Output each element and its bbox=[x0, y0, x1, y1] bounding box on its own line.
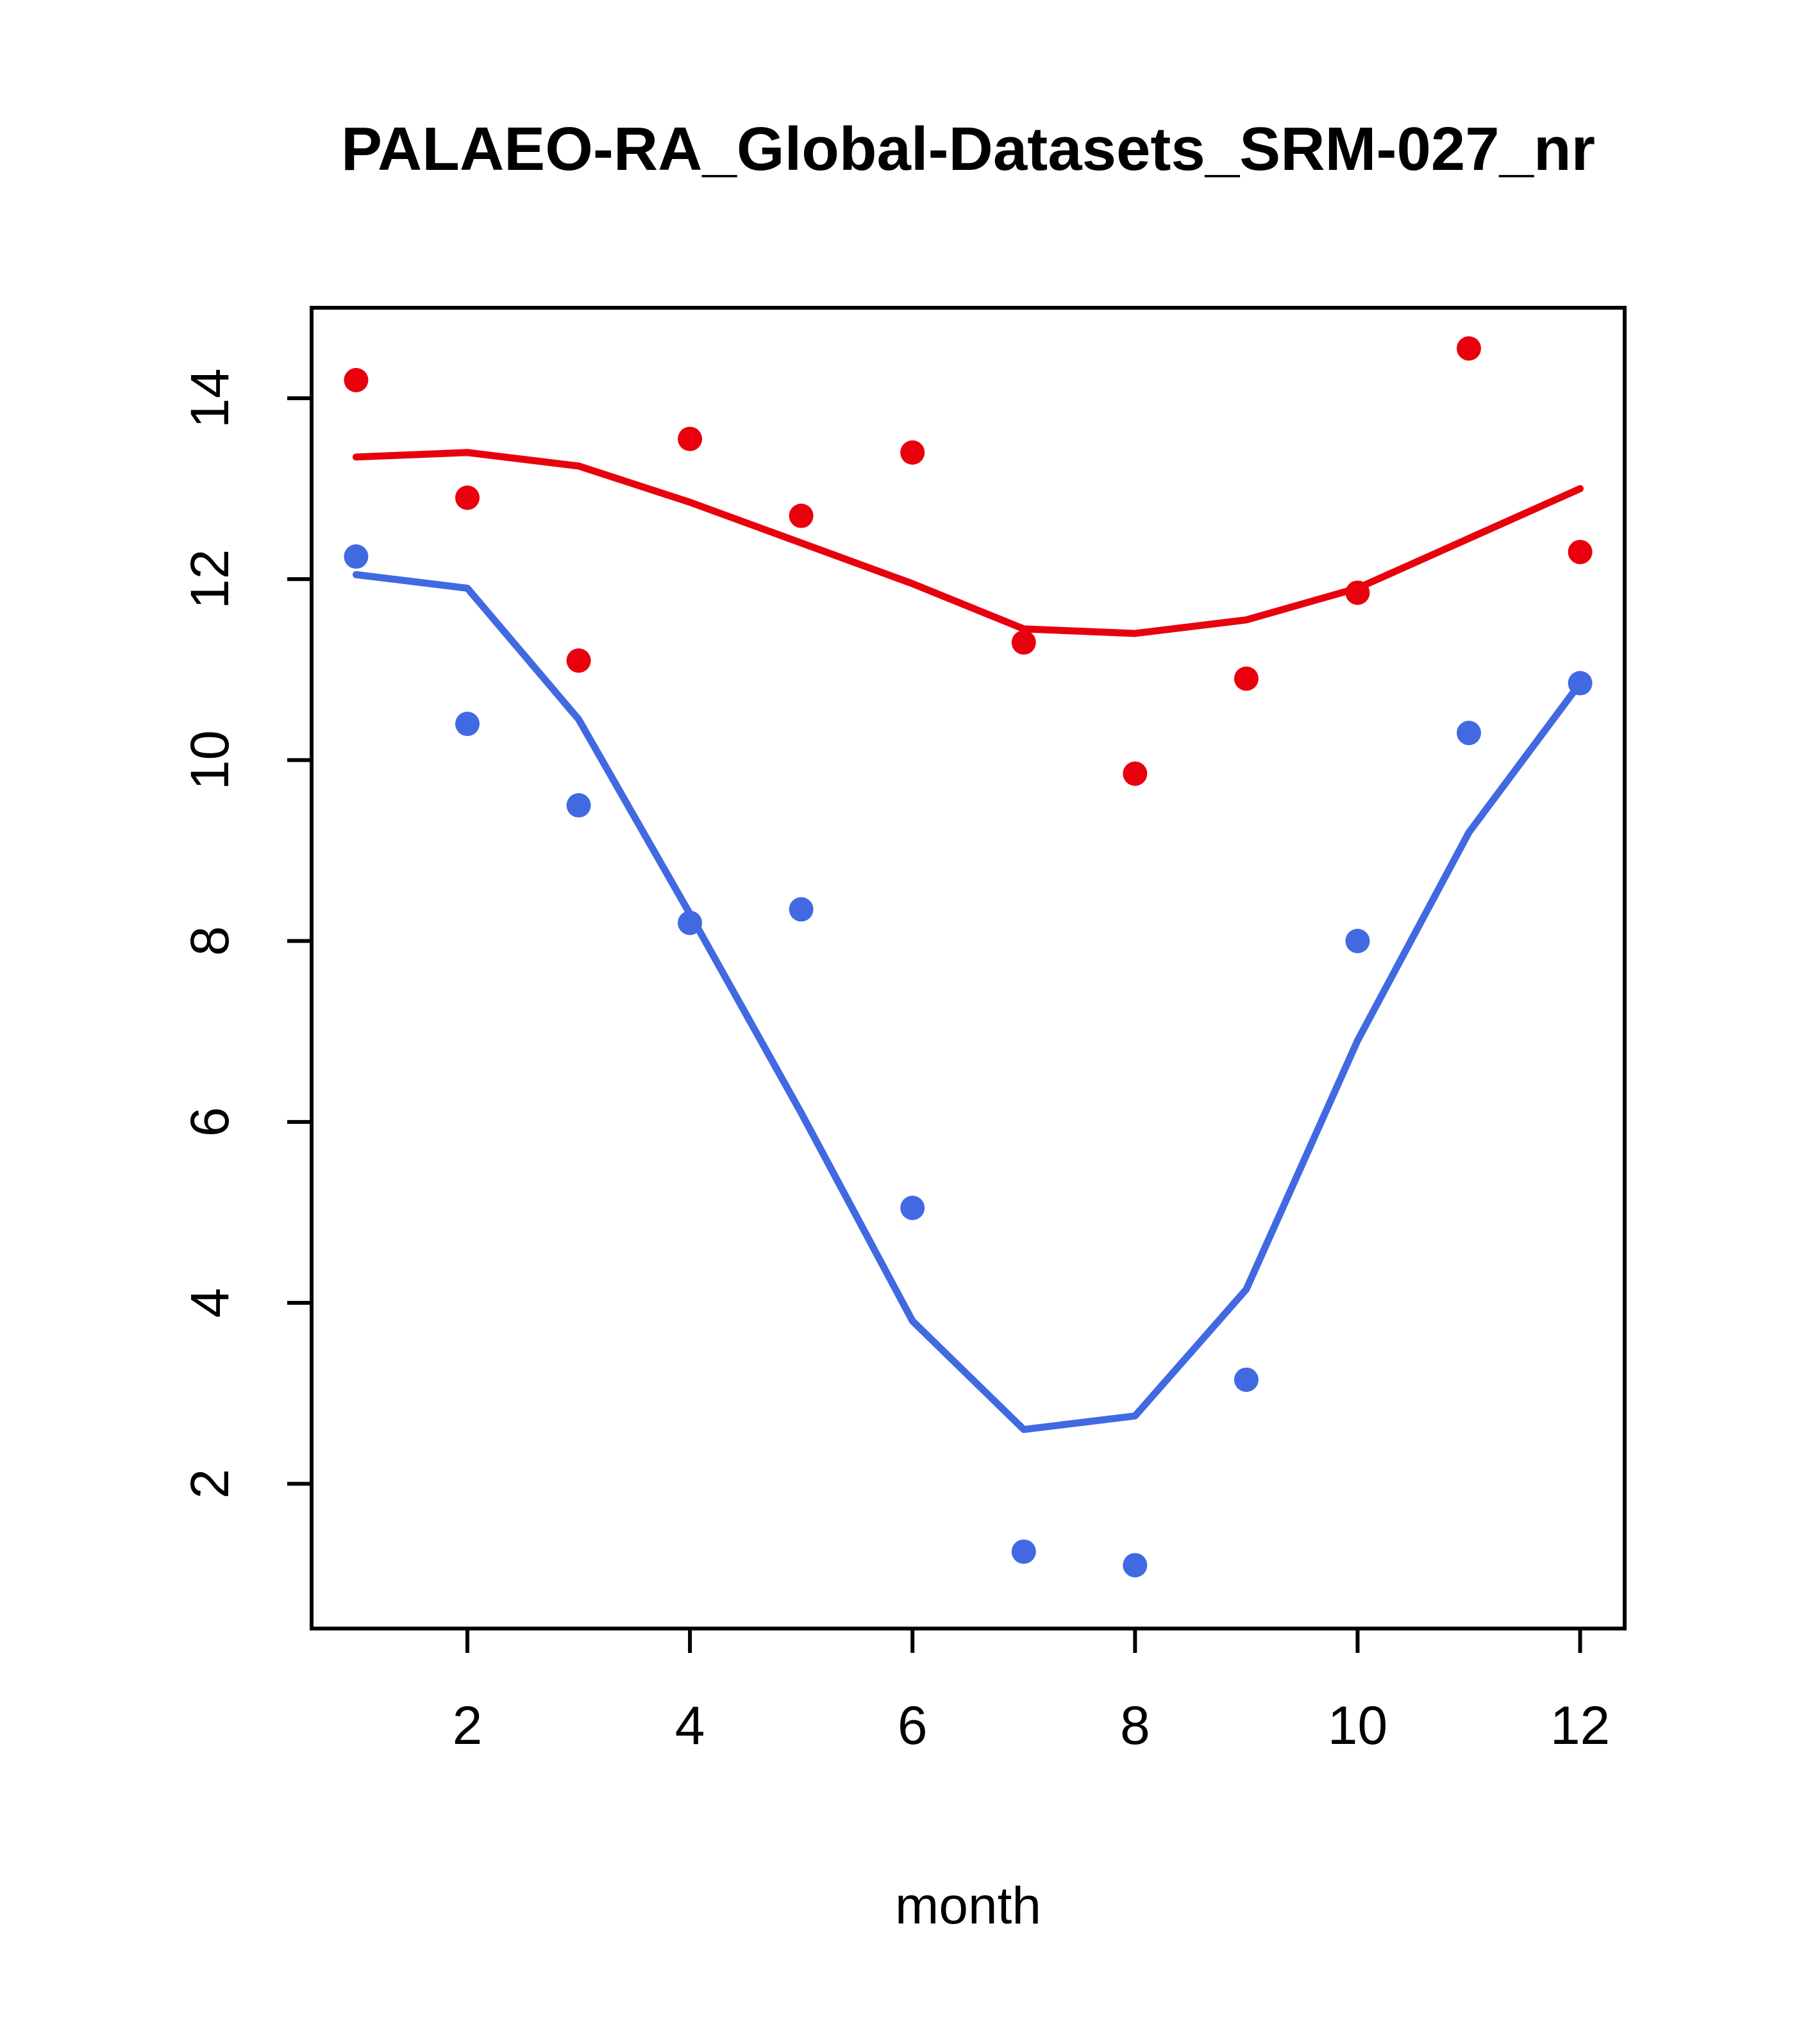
blue-observations-point bbox=[344, 544, 369, 569]
blue-smooth-line bbox=[352, 571, 1584, 1434]
red-observations-point bbox=[1011, 630, 1036, 655]
blue-observations-point bbox=[1457, 721, 1482, 746]
blue-observations-point bbox=[1345, 928, 1370, 953]
x-tick-label: 4 bbox=[675, 1695, 705, 1755]
red-observations-point bbox=[566, 648, 591, 673]
red-observations-point bbox=[1123, 761, 1148, 786]
red-observations-point bbox=[900, 440, 925, 465]
y-tick-label: 6 bbox=[180, 1107, 240, 1137]
x-tick-label: 6 bbox=[898, 1695, 928, 1755]
blue-observations-point bbox=[1123, 1553, 1148, 1578]
blue-observations-point bbox=[1011, 1539, 1036, 1564]
blue-observations-point bbox=[1568, 671, 1593, 696]
red-smooth-line bbox=[352, 449, 1584, 637]
red-observations-point bbox=[1568, 539, 1593, 564]
red-observations-point bbox=[344, 367, 369, 392]
y-tick-label: 10 bbox=[180, 730, 240, 790]
blue-observations-point bbox=[455, 712, 480, 737]
blue-observations-point bbox=[678, 910, 703, 935]
blue-observations-point bbox=[566, 793, 591, 818]
blue-observations-point bbox=[900, 1195, 925, 1220]
x-tick-label: 8 bbox=[1120, 1695, 1150, 1755]
y-tick-label: 14 bbox=[180, 368, 240, 428]
red-observations-point bbox=[678, 426, 703, 451]
x-tick-label: 10 bbox=[1328, 1695, 1387, 1755]
chart-title: PALAEO-RA_Global-Datasets_SRM-027_nr bbox=[340, 115, 1596, 183]
y-tick-label: 8 bbox=[180, 926, 240, 956]
red-observations-point bbox=[789, 503, 814, 528]
x-axis-label: month bbox=[895, 1877, 1041, 1935]
x-tick-label: 2 bbox=[453, 1695, 483, 1755]
plot-box bbox=[310, 306, 1627, 1630]
red-observations-point bbox=[455, 485, 480, 510]
y-tick-label: 12 bbox=[180, 549, 240, 609]
blue-observations-point bbox=[1234, 1367, 1259, 1392]
red-observations-point bbox=[1345, 580, 1370, 605]
blue-observations-point bbox=[789, 897, 814, 922]
red-observations-point bbox=[1234, 666, 1259, 691]
y-tick-label: 4 bbox=[180, 1288, 240, 1318]
x-tick-label: 12 bbox=[1550, 1695, 1610, 1755]
y-tick-label: 2 bbox=[180, 1469, 240, 1499]
red-observations-point bbox=[1457, 336, 1482, 361]
